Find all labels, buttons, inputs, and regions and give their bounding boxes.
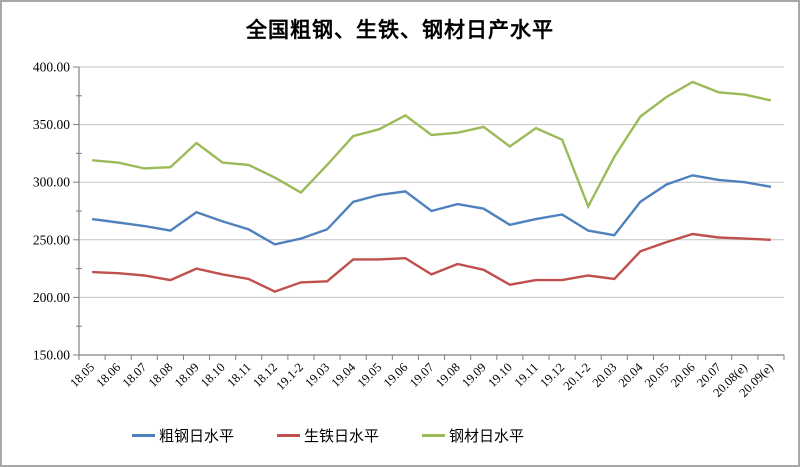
x-axis-label: 19.03 <box>302 360 332 390</box>
x-axis-label: 20.06 <box>668 360 698 390</box>
x-axis-label: 19.07 <box>407 360 437 390</box>
x-axis-label: 19.11 <box>512 360 541 389</box>
y-axis-label: 300.00 <box>33 175 70 190</box>
x-axis-label: 18.07 <box>120 360 150 390</box>
x-axis-label: 19.05 <box>355 360 385 390</box>
x-axis-label: 19.04 <box>329 360 359 390</box>
x-axis-label: 18.11 <box>224 360 253 389</box>
legend-marker-pig-iron <box>277 434 301 437</box>
series-line-crude-steel <box>91 174 772 246</box>
legend-item-steel-products: 钢材日水平 <box>422 425 524 446</box>
x-axis-label: 20.1-2 <box>561 360 594 393</box>
legend-item-crude-steel: 粗钢日水平 <box>132 425 234 446</box>
x-axis-label: 19.1-2 <box>273 360 306 393</box>
x-axis-label: 18.05 <box>67 360 97 390</box>
x-axis-label: 19.06 <box>381 360 411 390</box>
y-axis-label: 200.00 <box>33 290 70 305</box>
legend: 粗钢日水平 生铁日水平 钢材日水平 <box>132 425 524 446</box>
y-axis-label: 400.00 <box>33 60 70 75</box>
series-line-pig-iron <box>92 232 771 293</box>
legend-label-crude-steel: 粗钢日水平 <box>159 429 235 445</box>
legend-marker-crude-steel <box>132 434 155 437</box>
x-axis-label: 19.08 <box>433 360 463 390</box>
x-axis-label: 18.08 <box>146 360 176 390</box>
legend-marker-steel-products <box>422 434 446 437</box>
x-axis-label: 19.10 <box>485 360 515 390</box>
x-axis-label: 20.05 <box>642 360 672 390</box>
series-line-steel-products <box>91 80 772 210</box>
chart-title: 全国粗钢、生铁、钢材日产水平 <box>246 18 554 42</box>
legend-label-steel-products: 钢材日水平 <box>449 429 525 445</box>
x-axis-label: 18.09 <box>172 360 202 390</box>
x-axis-label: 18.10 <box>198 360 228 390</box>
legend-item-pig-iron: 生铁日水平 <box>277 425 379 446</box>
y-axis-label: 250.00 <box>33 232 70 247</box>
legend-label-pig-iron: 生铁日水平 <box>304 429 380 445</box>
y-axis-label: 150.00 <box>33 348 70 363</box>
x-axis-label: 20.03 <box>590 360 620 390</box>
x-axis-label: 19.09 <box>459 360 489 390</box>
y-axis-label: 350.00 <box>33 117 70 132</box>
x-axis-label: 20.04 <box>616 360 646 390</box>
x-axis-label: 18.06 <box>94 360 124 390</box>
